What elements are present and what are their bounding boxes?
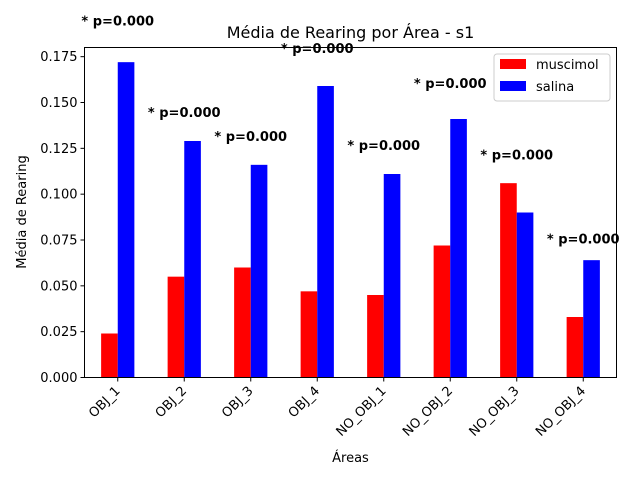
chart-title: Média de Rearing por Área - s1	[227, 23, 475, 42]
bar-muscimol-no-obj-1	[367, 295, 384, 378]
x-tick-label: NO_OBJ_4	[533, 384, 589, 440]
plot-frame	[84, 47, 617, 378]
x-tick-label: NO_OBJ_2	[400, 384, 456, 440]
bar-salina-obj-4	[317, 86, 334, 378]
significance-annotation: * p=0.000	[148, 106, 221, 121]
significance-annotation: * p=0.000	[414, 77, 487, 92]
legend-swatch-salina	[500, 81, 526, 91]
x-tick-label: OBJ_2	[153, 384, 190, 421]
y-tick-label: 0.100	[40, 188, 77, 203]
significance-annotation: * p=0.000	[480, 148, 553, 163]
bar-muscimol-obj-4	[300, 291, 318, 378]
significance-annotation: * p=0.000	[281, 42, 354, 57]
y-tick-label: 0.175	[40, 50, 77, 65]
bar-muscimol-no-obj-4	[566, 317, 584, 378]
y-tick-label: 0.050	[40, 279, 77, 294]
bar-salina-obj-1	[117, 62, 135, 378]
significance-annotation: * p=0.000	[81, 15, 154, 30]
y-tick-label: 0.000	[40, 371, 77, 386]
y-tick-label: 0.025	[40, 325, 77, 340]
y-tick-label: 0.125	[40, 142, 77, 157]
x-tick-label: OBJ_4	[286, 384, 323, 421]
x-tick-label: NO_OBJ_1	[334, 384, 390, 440]
bar-salina-no-obj-3	[516, 212, 534, 378]
significance-annotation: * p=0.000	[347, 139, 420, 154]
bar-muscimol-obj-3	[234, 267, 251, 378]
y-tick-label: 0.075	[40, 234, 77, 249]
legend: muscimol salina	[493, 53, 611, 102]
bar-salina-no-obj-2	[450, 119, 467, 378]
bar-salina-obj-2	[184, 141, 201, 378]
significance-annotation: * p=0.000	[547, 233, 620, 248]
significance-annotation: * p=0.000	[214, 130, 287, 145]
y-tick-label: 0.150	[40, 96, 77, 111]
bar-muscimol-obj-2	[167, 276, 185, 378]
bar-muscimol-no-obj-2	[433, 245, 451, 378]
bar-salina-no-obj-4	[583, 260, 600, 378]
x-tick-label: NO_OBJ_3	[467, 384, 523, 440]
bar-salina-no-obj-1	[383, 174, 401, 378]
x-tick-label: OBJ_1	[86, 384, 123, 421]
x-axis-label: Áreas	[332, 450, 369, 466]
legend-label-salina: salina	[536, 80, 574, 95]
y-axis-label: Média de Rearing	[15, 155, 30, 268]
x-tick-label: OBJ_3	[219, 384, 256, 421]
bar-muscimol-obj-1	[101, 333, 118, 378]
bar-salina-obj-3	[250, 164, 268, 378]
legend-swatch-muscimol	[500, 59, 526, 69]
legend-label-muscimol: muscimol	[536, 58, 599, 73]
bar-muscimol-no-obj-3	[500, 183, 517, 378]
